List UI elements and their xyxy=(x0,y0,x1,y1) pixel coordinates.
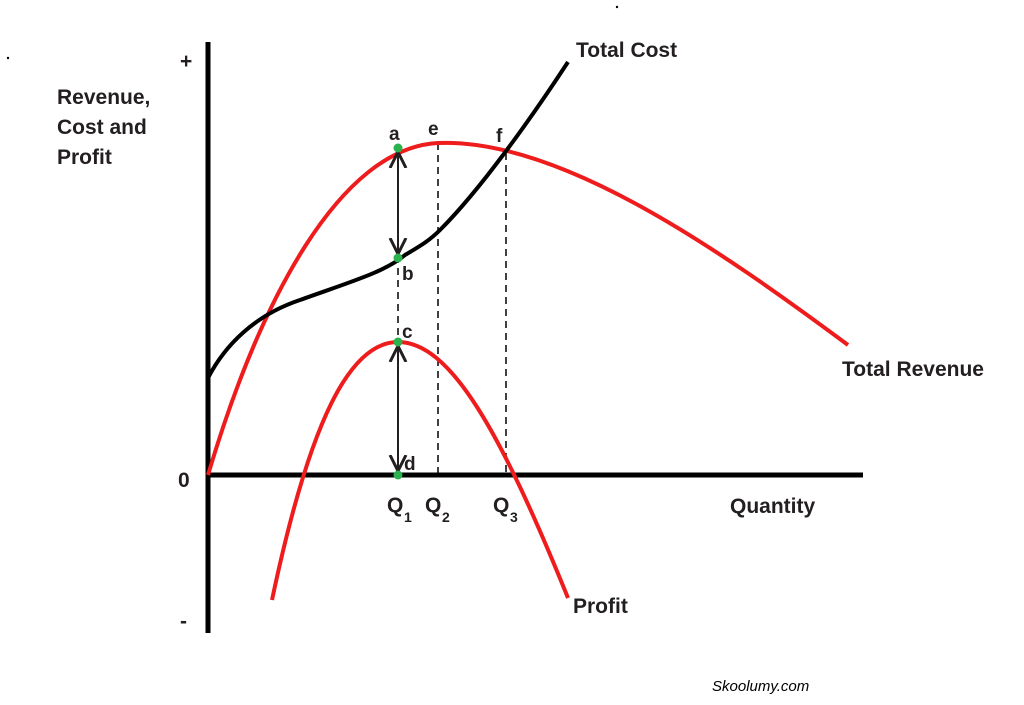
quantity-label: Q xyxy=(387,494,403,517)
total-revenue-curve xyxy=(206,140,850,476)
quantity-label: Q xyxy=(493,494,509,517)
speck xyxy=(6,56,10,60)
y-axis-label: Profit xyxy=(57,146,112,169)
point-dot xyxy=(393,253,403,263)
point-dot xyxy=(393,143,403,153)
quantity-subscript: 1 xyxy=(404,509,412,525)
point-label: d xyxy=(404,454,416,475)
point-label: f xyxy=(496,126,503,147)
point-label: e xyxy=(428,119,439,140)
curve-label: Total Revenue xyxy=(842,358,984,381)
point-dot xyxy=(393,337,403,347)
curve-label: Total Cost xyxy=(576,39,677,62)
point-dot xyxy=(393,470,403,480)
plus-sign: + xyxy=(180,50,192,73)
y-axis-label: Revenue, xyxy=(57,86,150,109)
point-label: c xyxy=(402,322,413,343)
speck xyxy=(615,5,619,9)
point-label: b xyxy=(402,264,414,285)
quantity-label: Q xyxy=(425,494,441,517)
y-axis-label: Cost and xyxy=(57,116,147,139)
minus-sign: - xyxy=(180,610,187,633)
watermark: Skoolumy.com xyxy=(712,678,809,695)
curve-label: Profit xyxy=(573,595,628,618)
quantity-subscript: 3 xyxy=(510,509,518,525)
point-label: a xyxy=(389,124,400,145)
origin-label: 0 xyxy=(178,469,190,492)
profit-curve xyxy=(270,339,570,601)
quantity-subscript: 2 xyxy=(442,509,450,525)
x-axis-label: Quantity xyxy=(730,495,815,518)
